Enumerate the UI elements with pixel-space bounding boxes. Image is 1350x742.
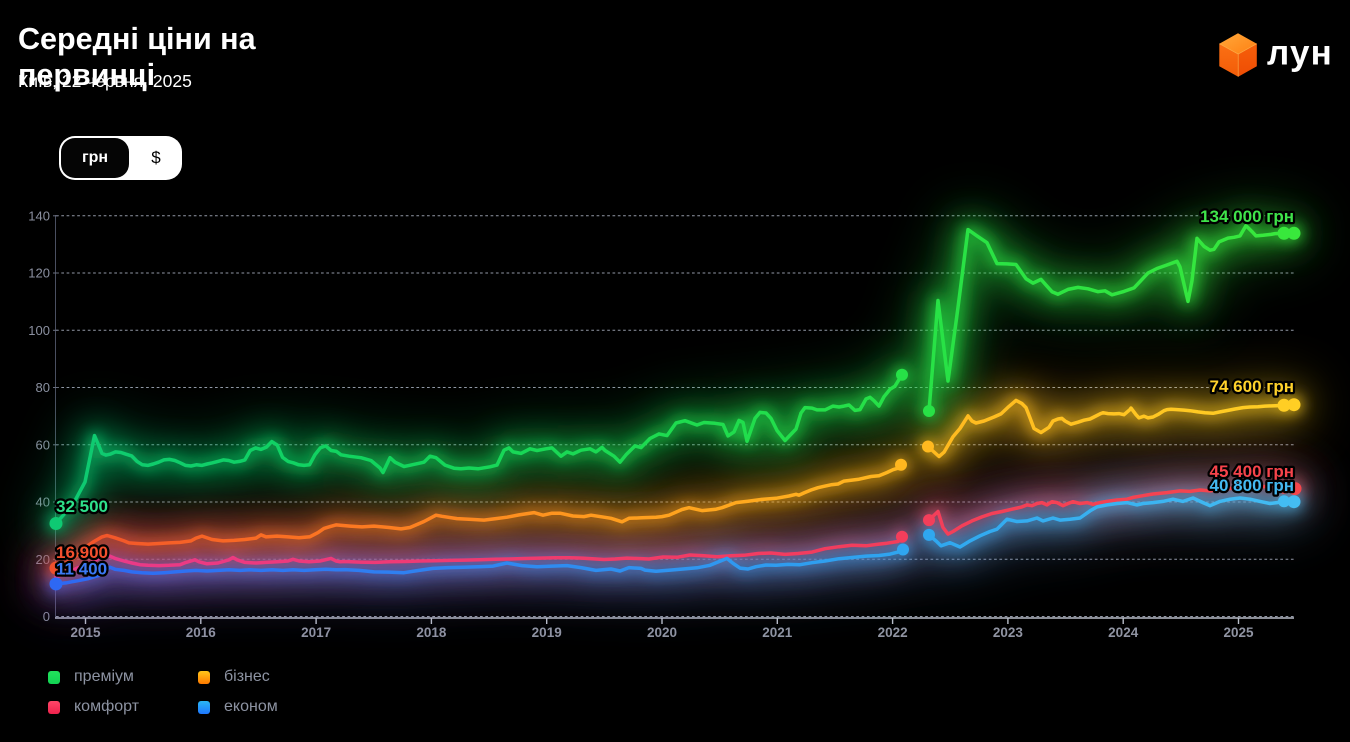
svg-text:0: 0 bbox=[43, 609, 50, 624]
svg-text:80: 80 bbox=[36, 380, 50, 395]
svg-text:45 400 грн: 45 400 грн bbox=[1210, 462, 1294, 481]
svg-text:2024: 2024 bbox=[1108, 625, 1139, 640]
svg-text:32 500: 32 500 bbox=[56, 497, 108, 516]
svg-text:2019: 2019 bbox=[532, 625, 562, 640]
svg-text:2017: 2017 bbox=[301, 625, 331, 640]
svg-text:2023: 2023 bbox=[993, 625, 1024, 640]
svg-text:100: 100 bbox=[28, 323, 50, 338]
svg-text:40 800 грн: 40 800 грн bbox=[1210, 476, 1294, 495]
svg-text:60: 60 bbox=[36, 437, 50, 452]
svg-text:11 400: 11 400 bbox=[56, 560, 107, 579]
svg-text:2015: 2015 bbox=[70, 625, 101, 640]
svg-text:2025: 2025 bbox=[1223, 625, 1254, 640]
svg-text:140: 140 bbox=[28, 208, 50, 223]
svg-text:16 900: 16 900 bbox=[56, 543, 108, 562]
svg-text:2020: 2020 bbox=[647, 625, 677, 640]
svg-text:2016: 2016 bbox=[186, 625, 217, 640]
svg-text:лун: лун bbox=[1267, 34, 1333, 73]
svg-text:40: 40 bbox=[36, 495, 50, 510]
svg-text:2018: 2018 bbox=[416, 625, 447, 640]
svg-text:120: 120 bbox=[28, 266, 50, 281]
svg-text:134 000 грн: 134 000 грн bbox=[1200, 207, 1294, 226]
svg-text:74 600 грн: 74 600 грн bbox=[1210, 377, 1294, 396]
svg-text:2022: 2022 bbox=[878, 625, 908, 640]
svg-text:2021: 2021 bbox=[762, 625, 793, 640]
